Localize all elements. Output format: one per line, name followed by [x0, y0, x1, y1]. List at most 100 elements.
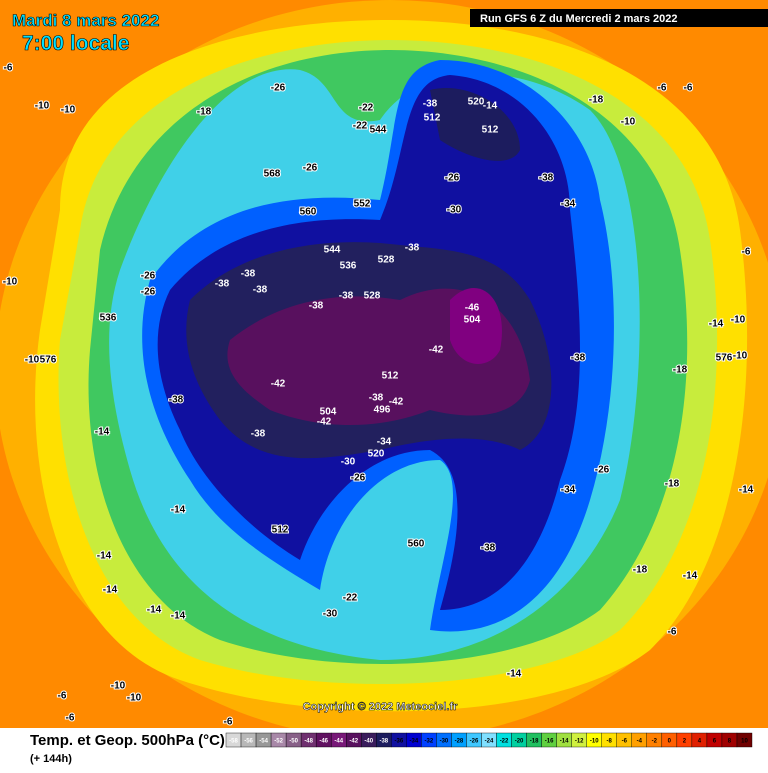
- contour-label: 536: [340, 261, 357, 272]
- contour-label: -38: [169, 395, 184, 406]
- legend-label: -56: [244, 739, 253, 745]
- contour-label: -10: [733, 351, 748, 362]
- contour-label: -14: [95, 427, 110, 438]
- legend-label: -28: [455, 739, 464, 745]
- contour-label: 536: [100, 313, 117, 324]
- contour-label: -38: [241, 269, 256, 280]
- region: [450, 288, 502, 364]
- contour-label: -38: [369, 393, 384, 404]
- legend-swatch: [736, 732, 753, 748]
- contour-label: -42: [317, 417, 332, 428]
- contour-label: 520: [468, 97, 485, 108]
- contour-label: -22: [359, 103, 374, 114]
- contour-label: -42: [271, 379, 286, 390]
- forecast-date: Mardi 8 mars 2022: [12, 11, 159, 30]
- contour-label: 576: [716, 353, 733, 364]
- contour-label: -14: [739, 485, 754, 496]
- contour-label: 560: [408, 539, 425, 550]
- contour-label: -38: [309, 301, 324, 312]
- contour-label: 496: [374, 405, 391, 416]
- forecast-time: 7:00 locale: [22, 32, 129, 55]
- contour-label: 528: [378, 255, 395, 266]
- contour-label: -6: [224, 717, 233, 728]
- legend-label: -52: [274, 739, 283, 745]
- contour-label: 504: [320, 407, 337, 418]
- contour-label: -10: [621, 117, 636, 128]
- contour-label: -38: [423, 99, 438, 110]
- contour-label: -42: [429, 345, 444, 356]
- contour-label: 512: [272, 525, 289, 536]
- legend-label: -50: [289, 739, 298, 745]
- contour-label: -14: [507, 669, 522, 680]
- contour-label: -38: [571, 353, 586, 364]
- legend-label: -48: [304, 739, 313, 745]
- contour-label: 528: [364, 291, 381, 302]
- legend-label: -30: [440, 739, 449, 745]
- contour-label: -6: [4, 63, 13, 74]
- contour-label: -10: [3, 277, 18, 288]
- legend-label: 10: [741, 739, 748, 745]
- contour-label: -14: [103, 585, 118, 596]
- contour-label: 512: [482, 125, 499, 136]
- contour-label: -26: [595, 465, 610, 476]
- contour-label: -14: [171, 505, 186, 516]
- contour-label: -14: [147, 605, 162, 616]
- contour-label: -34: [561, 199, 576, 210]
- legend-label: -6: [622, 739, 628, 745]
- contour-label: -14: [97, 551, 112, 562]
- legend-label: -16: [545, 739, 554, 745]
- contour-label: -18: [589, 95, 604, 106]
- contour-label: -18: [665, 479, 680, 490]
- contour-label: -10: [731, 315, 746, 326]
- contour-label: -34: [377, 437, 392, 448]
- contour-label: -18: [673, 365, 688, 376]
- region: [430, 88, 520, 161]
- contour-label: -38: [251, 429, 266, 440]
- contour-label: 504: [464, 315, 481, 326]
- contour-label: -10: [127, 693, 142, 704]
- legend-label: -36: [394, 739, 403, 745]
- legend-label: 6: [713, 739, 717, 745]
- contour-label: -6: [668, 627, 677, 638]
- legend-label: -10: [590, 739, 599, 745]
- contour-label: 568: [264, 169, 281, 180]
- legend-label: -40: [364, 739, 373, 745]
- footer-lead: (+ 144h): [30, 753, 72, 765]
- contour-label: -26: [351, 473, 366, 484]
- contour-label: -26: [141, 287, 156, 298]
- contour-label: 560: [300, 207, 317, 218]
- contour-label: 512: [382, 371, 399, 382]
- contour-label: 544: [370, 125, 387, 136]
- contour-label: -10: [61, 105, 76, 116]
- legend-label: -20: [515, 739, 524, 745]
- contour-label: -30: [323, 609, 338, 620]
- legend-label: -8: [607, 739, 613, 745]
- contour-label: -10: [35, 101, 50, 112]
- contour-labels: -6-10 -10 -18-26-22-22 544-38 520-14512512-1…: [2, 62, 755, 759]
- contour-label: -30: [341, 457, 356, 468]
- footer-title: Temp. et Geop. 500hPa (°C): [30, 732, 225, 749]
- legend-label: 2: [683, 739, 687, 745]
- contour-label: -22: [353, 121, 368, 132]
- legend-label: -38: [379, 739, 388, 745]
- contour-label: -42: [389, 397, 404, 408]
- contour-label: 576: [40, 355, 57, 366]
- legend-label: -32: [425, 739, 434, 745]
- contour-label: -6: [58, 691, 67, 702]
- contour-label: 552: [354, 199, 371, 210]
- legend-label: -42: [349, 739, 358, 745]
- contour-label: -34: [561, 485, 576, 496]
- contour-label: -38: [215, 279, 230, 290]
- legend-label: -24: [485, 739, 494, 745]
- contour-label: 544: [324, 245, 341, 256]
- contour-label: -10: [111, 681, 126, 692]
- contour-label: -26: [445, 173, 460, 184]
- legend-label: -26: [470, 739, 479, 745]
- contour-label: -6: [658, 83, 667, 94]
- legend-label: -58: [229, 739, 238, 745]
- contour-label: -38: [481, 543, 496, 554]
- contour-label: -38: [339, 291, 354, 302]
- legend-label: -34: [410, 739, 419, 745]
- contour-label: 520: [368, 449, 385, 460]
